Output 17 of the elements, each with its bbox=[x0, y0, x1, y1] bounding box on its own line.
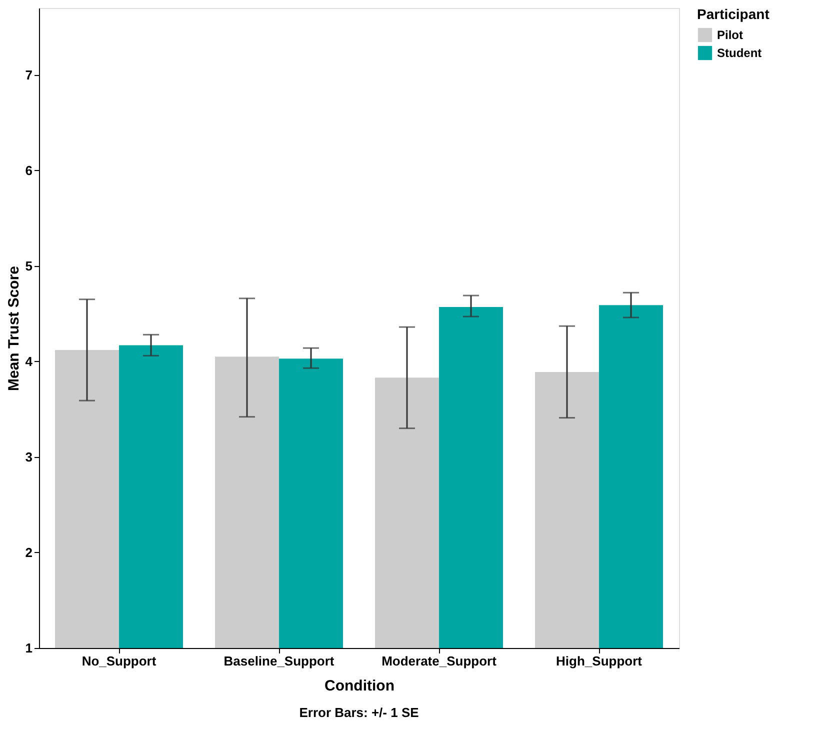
x-axis-title: Condition bbox=[324, 678, 394, 694]
legend-title: Participant bbox=[697, 6, 770, 22]
x-tick-label: Baseline_Support bbox=[224, 654, 335, 668]
y-tick-label: 7 bbox=[25, 67, 32, 82]
legend-label: Student bbox=[717, 46, 762, 60]
y-tick-label: 3 bbox=[25, 449, 32, 464]
y-tick-label: 6 bbox=[25, 162, 32, 178]
y-tick-label: 2 bbox=[25, 544, 32, 560]
legend-label: Pilot bbox=[717, 28, 743, 42]
y-tick-label: 1 bbox=[25, 640, 32, 656]
text: Error Bars: +/- 1 SE bbox=[299, 705, 420, 720]
x-tick-label: Moderate_Support bbox=[382, 654, 498, 668]
y-axis-title: Mean Trust Score bbox=[5, 266, 22, 392]
y-tick-label: 5 bbox=[25, 258, 32, 274]
x-tick-label: High_Support bbox=[556, 654, 643, 668]
x-tick-label: No_Support bbox=[82, 654, 157, 668]
y-tick-label: 4 bbox=[25, 354, 34, 369]
